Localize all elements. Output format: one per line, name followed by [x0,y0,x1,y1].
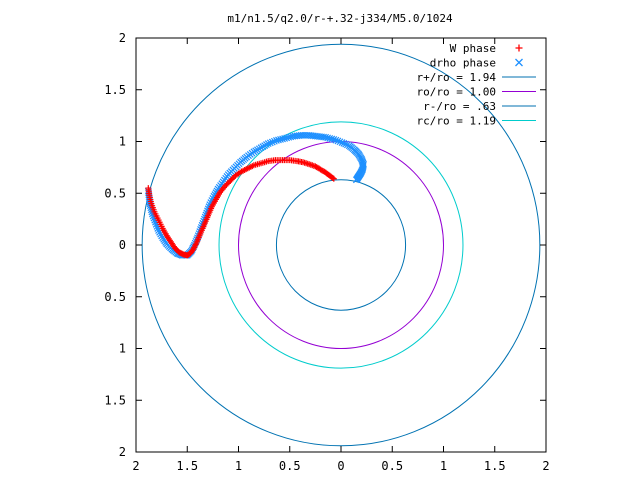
circle-r [275,179,407,311]
y-tick-label: 1 [119,342,126,356]
data-point [342,140,350,148]
data-point [266,139,274,147]
data-point [268,138,276,146]
data-point [332,136,340,144]
y-tick-label: 0 [119,238,126,252]
axis-ticks: 2 1.5 1 0.5 0 0.5 1 1.5 221.510.500.511.52 [104,31,549,473]
data-point [264,140,272,147]
data-point [328,135,336,143]
series-drho-phase [144,131,367,259]
y-tick-label: 1.5 [104,393,126,407]
chart-title: m1/n1.5/q2.0/r-+.32-j334/M5.0/1024 [227,12,453,25]
data-point [285,133,293,141]
x-tick-label: 2 [542,459,549,473]
data-point [338,139,346,146]
data-point [343,141,351,149]
x-tick-label: 1.5 [176,459,198,473]
data-point [279,135,286,143]
data-point [273,137,280,144]
y-tick-label: 0.5 [104,186,126,200]
legend-label: drho phase [430,57,496,70]
y-tick-label: 2 [119,445,126,459]
data-point [334,137,342,145]
circle-r [141,43,541,447]
legend-label: r+/ro = 1.94 [417,71,497,84]
circle-series-group [141,43,541,447]
y-tick-label: 1.5 [104,83,126,97]
x-tick-label: 1 [440,459,447,473]
x-tick-label: 0.5 [279,459,301,473]
data-point [330,175,337,182]
x-tick-label: 1 [235,459,242,473]
data-point [270,137,278,145]
x-tick-label: 0.5 [381,459,403,473]
y-tick-label: 1 [119,135,126,149]
data-point [324,134,332,142]
legend-marker [515,58,523,67]
legend-marker [515,44,523,52]
data-point [336,138,344,146]
x-tick-label: 2 [132,459,139,473]
data-point [326,134,334,142]
x-tick-label: 0 [337,459,344,473]
data-point [329,174,336,181]
legend-label: r-/ro = .63 [423,100,496,113]
data-point [277,136,284,143]
legend-label: ro/ro = 1.00 [417,86,496,99]
data-point [283,134,291,142]
data-point [281,134,289,142]
data-point [275,136,282,144]
y-tick-label: 2 [119,31,126,45]
data-point [330,136,338,143]
marker-series-group [144,131,367,259]
data-point [352,176,360,184]
legend-label: rc/ro = 1.19 [417,115,496,128]
circle-ro [238,141,444,349]
legend-label: W phase [450,42,496,55]
x-tick-label: 1.5 [484,459,506,473]
circle-rc [218,121,464,369]
data-point [340,139,348,147]
series-w-phase [145,157,337,259]
y-tick-label: 0.5 [104,290,126,304]
data-point [322,133,330,141]
